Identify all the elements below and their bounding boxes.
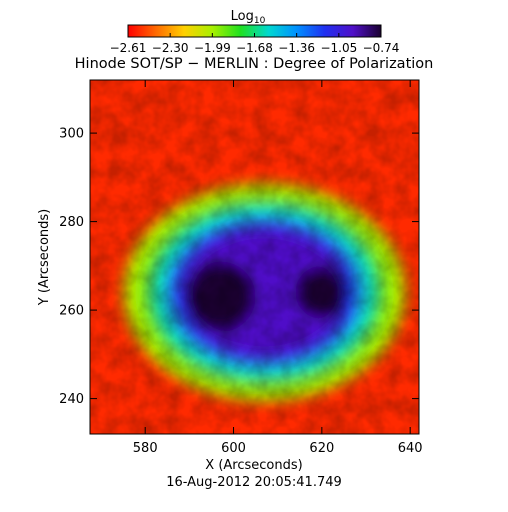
colorbar-tick-label: −2.61: [110, 41, 147, 55]
colorbar-ticks: −2.61 −2.30 −1.99 −1.68 −1.36 −1.05 −0.74: [110, 33, 400, 55]
colorbar-tick-label: −1.68: [236, 41, 273, 55]
plot-frame: [89, 79, 420, 435]
colorbar-tick-label: −2.30: [152, 41, 189, 55]
colorbar-tick-label: −1.36: [278, 41, 315, 55]
x-tick-label: 620: [309, 441, 334, 456]
heatmap-texture: [90, 80, 419, 434]
colorbar-tick-label: −1.99: [194, 41, 231, 55]
x-axis: 580 600 620 640: [133, 80, 423, 456]
y-tick-label: 260: [59, 304, 84, 319]
chart-title: Hinode SOT/SP − MERLIN : Degree of Polar…: [75, 56, 434, 72]
colorbar-title: Log10: [231, 9, 266, 26]
x-tick-label: 640: [398, 441, 423, 456]
x-axis-label: X (Arcseconds): [205, 458, 302, 473]
x-tick-label: 580: [133, 441, 158, 456]
colorbar-tick-label: −1.05: [320, 41, 357, 55]
timestamp: 16-Aug-2012 20:05:41.749: [166, 475, 342, 490]
y-tick-label: 280: [59, 215, 84, 230]
heatmap: [90, 80, 419, 434]
y-axis-label: Y (Arcseconds): [37, 209, 52, 306]
x-tick-label: 600: [221, 441, 246, 456]
y-tick-label: 300: [59, 127, 84, 142]
y-axis: 240 260 280 300: [59, 127, 419, 407]
colorbar-tick-label: −0.74: [363, 41, 400, 55]
y-tick-label: 240: [59, 392, 84, 407]
